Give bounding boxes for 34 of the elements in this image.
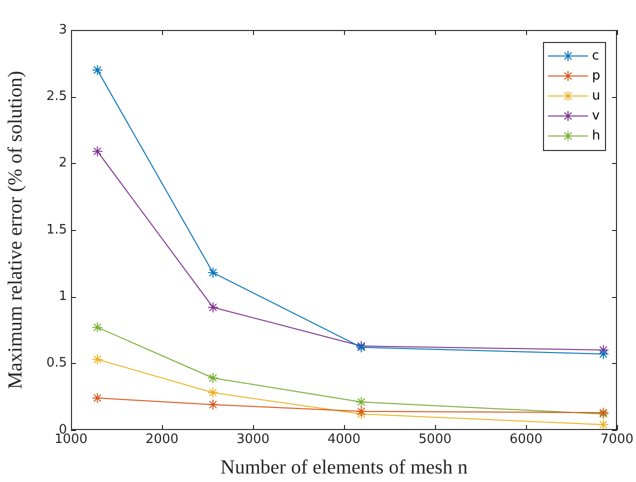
legend-label: c [592, 48, 600, 64]
point [92, 146, 103, 157]
legend-label: p [592, 68, 600, 84]
y-tick-label: 1.5 [46, 222, 67, 238]
y-tick-label: 3 [58, 22, 67, 38]
y-axis-title: Maximum relative error (% of solution) [4, 70, 26, 390]
point [92, 392, 103, 404]
y-tick-label: 1 [58, 289, 67, 304]
legend-label: u [592, 88, 600, 104]
y-tick-label: 2 [58, 156, 67, 171]
point [207, 399, 218, 410]
point [207, 387, 218, 398]
x-tick-label: 2000 [145, 432, 179, 448]
y-tick-label: 2.5 [46, 89, 67, 104]
x-axis-title: Number of elements of mesh n [220, 456, 468, 478]
point [356, 406, 367, 417]
point [356, 396, 367, 408]
y-tick-label: 0.5 [46, 356, 67, 371]
x-tick-label: 3000 [236, 432, 270, 448]
point [598, 419, 609, 430]
legend-label: v [592, 108, 600, 124]
point [92, 354, 103, 365]
x-tick-label: 4000 [327, 432, 361, 448]
point [207, 302, 218, 313]
point [207, 372, 218, 384]
point [92, 322, 103, 333]
x-tick-label: 5000 [418, 432, 452, 448]
point [92, 64, 103, 76]
legend-label: h [592, 128, 600, 144]
point [598, 348, 609, 360]
x-tick-label: 6000 [509, 432, 543, 448]
x-tick-label: 7000 [600, 432, 634, 448]
point [207, 267, 218, 278]
point [356, 408, 367, 420]
